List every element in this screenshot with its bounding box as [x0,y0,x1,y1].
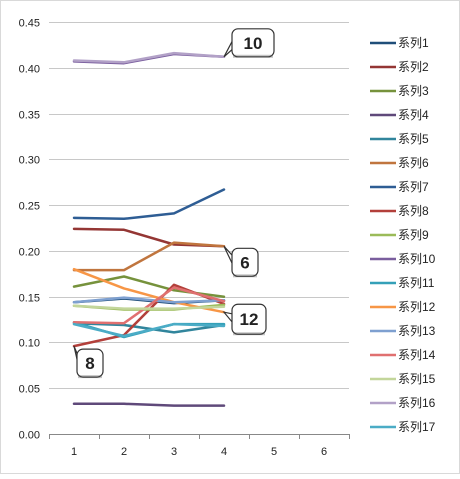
legend-label: 系列9 [398,228,429,242]
series-line-13 [72,296,226,304]
legend-label: 系列12 [398,300,436,314]
annotations: 10 6 12 8 [73,28,275,379]
legend-item: 系列10 [370,252,436,266]
legend-label: 系列3 [398,84,429,98]
annotation-callout: 12 [222,303,267,336]
x-tick-label: 1 [71,446,77,458]
callout-box [231,303,267,335]
y-tick-label: 0.05 [19,384,40,396]
legend-item: 系列8 [370,204,429,218]
series-line-6 [72,241,226,272]
series-line-16 [72,51,226,64]
y-tick-label: 0.25 [19,201,40,213]
legend-item: 系列4 [370,108,429,122]
callout-box [231,247,259,277]
annotation-callout: 8 [73,345,104,379]
legend-item: 系列14 [370,348,436,362]
legend-label: 系列1 [398,36,429,50]
annotation-label: 6 [240,253,249,272]
legend-item: 系列6 [370,156,429,170]
axes: 0.00 0.05 0.10 0.15 0.20 0.25 0.30 0.35 0.40 0.45… [19,18,350,458]
legend-label: 系列16 [398,396,436,410]
y-tick-label: 0.10 [19,338,40,350]
x-tick-label: 5 [271,446,277,458]
legend-label: 系列15 [398,372,436,386]
legend-label: 系列17 [398,420,436,434]
callout-box [76,348,104,378]
legend-label: 系列13 [398,324,436,338]
legend-label: 系列5 [398,132,429,146]
annotation-callout: 6 [223,245,259,278]
legend-label: 系列7 [398,180,429,194]
legend-item: 系列2 [370,60,429,74]
y-tick-label: 0.45 [19,18,40,30]
legend-item: 系列16 [370,396,436,410]
y-tick-label: 0.35 [19,110,40,122]
legend-label: 系列11 [398,276,435,290]
series-line-5 [72,321,226,334]
x-tick-label: 6 [321,446,327,458]
series-line-17 [72,322,226,338]
legend-label: 系列6 [398,156,429,170]
legend-item: 系列9 [370,228,429,242]
y-tick-label: 0.30 [19,155,40,167]
y-tick-label: 0.20 [19,247,40,259]
legend-label: 系列10 [398,252,436,266]
callout-shadow [233,332,265,336]
series-line-7 [72,188,226,221]
legend-label: 系列14 [398,348,436,362]
legend-label: 系列4 [398,108,429,122]
legend-item: 系列15 [370,372,436,386]
legend-label: 系列8 [398,204,429,218]
callout-shadow [78,375,102,379]
legend-item: 系列1 [370,36,429,50]
annotation-label: 8 [85,354,94,373]
series-lines [72,51,226,407]
legend-item: 系列7 [370,180,429,194]
x-tick-label: 4 [221,446,227,458]
callout-shadow [233,54,273,58]
legend-item: 系列3 [370,84,429,98]
legend-item: 系列11 [370,276,435,290]
annotation-label: 10 [244,34,263,53]
callout-shadow [233,274,257,278]
y-tick-label: 0.40 [19,64,40,76]
annotation-callout: 10 [223,28,275,58]
legend-item: 系列17 [370,420,436,434]
legend-label: 系列2 [398,60,429,74]
legend: 系列1 系列2 系列3 系列4 系列5 系列6 系列7 系列8 系列9 系列10 系列11 系列12 系… [370,36,436,434]
series-line-14 [72,286,226,325]
x-tick-label: 2 [121,446,127,458]
y-tick-label: 0.15 [19,293,40,305]
legend-item: 系列13 [370,324,436,338]
x-tick-label: 3 [171,446,177,458]
legend-item: 系列5 [370,132,429,146]
series-line-15 [72,304,226,310]
series-line-4 [72,402,226,407]
y-tick-label: 0.00 [19,430,40,442]
legend-item: 系列12 [370,300,436,314]
annotation-label: 12 [240,310,259,329]
callout-box [231,28,275,58]
